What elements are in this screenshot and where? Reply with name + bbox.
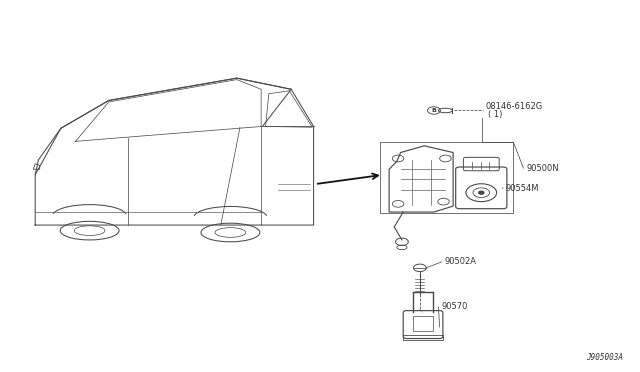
Bar bbox=[380, 142, 513, 213]
Text: ( 1): ( 1) bbox=[488, 110, 502, 119]
Text: J905003A: J905003A bbox=[586, 353, 623, 362]
Bar bbox=[403, 335, 443, 340]
Text: 90570: 90570 bbox=[442, 302, 468, 311]
Text: 90500N: 90500N bbox=[527, 164, 559, 173]
Circle shape bbox=[479, 191, 484, 194]
Text: B: B bbox=[431, 108, 436, 113]
Text: 90502A: 90502A bbox=[445, 257, 477, 266]
Text: 08146-6162G: 08146-6162G bbox=[485, 102, 542, 111]
Bar bbox=[413, 316, 433, 331]
Text: 90554M: 90554M bbox=[506, 184, 539, 193]
